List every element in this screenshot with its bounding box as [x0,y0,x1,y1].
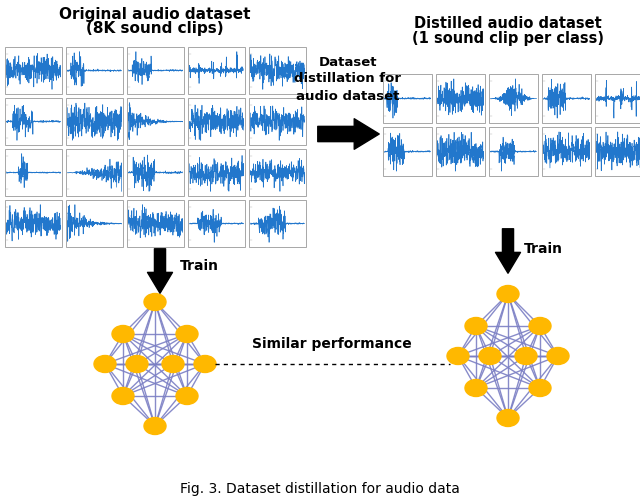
Text: Train: Train [180,259,219,273]
Bar [249,200,306,247]
Text: (8K sound clips): (8K sound clips) [86,21,224,35]
Bar [66,47,123,94]
Bar [595,127,640,176]
Bar [188,149,245,196]
Bar [249,47,306,94]
Bar [5,200,62,247]
Bar [127,200,184,247]
Ellipse shape [144,293,166,310]
Bar [489,127,538,176]
Bar [5,149,62,196]
Ellipse shape [465,318,487,335]
Text: Train: Train [524,242,563,256]
Bar [127,98,184,145]
Bar [383,74,432,123]
Ellipse shape [479,347,501,364]
Text: Original audio dataset: Original audio dataset [60,7,251,22]
Bar [5,47,62,94]
Ellipse shape [497,285,519,302]
Text: Distilled audio dataset: Distilled audio dataset [414,17,602,31]
Ellipse shape [515,347,537,364]
Bar [436,127,485,176]
Bar [127,47,184,94]
Bar [66,98,123,145]
Bar [66,149,123,196]
FancyArrowPatch shape [147,249,173,293]
Ellipse shape [112,326,134,343]
Ellipse shape [176,326,198,343]
Ellipse shape [94,355,116,372]
Ellipse shape [194,355,216,372]
Bar [542,127,591,176]
Bar [249,98,306,145]
Bar [127,149,184,196]
Ellipse shape [176,388,198,405]
Ellipse shape [547,347,569,364]
Ellipse shape [126,355,148,372]
Bar [383,127,432,176]
Ellipse shape [162,355,184,372]
Bar [66,200,123,247]
Ellipse shape [529,380,551,397]
Ellipse shape [447,347,469,364]
Ellipse shape [144,417,166,434]
Ellipse shape [112,388,134,405]
Text: Fig. 3. Dataset distillation for audio data: Fig. 3. Dataset distillation for audio d… [180,482,460,496]
Bar [595,74,640,123]
FancyArrowPatch shape [495,229,520,273]
Bar [188,200,245,247]
Bar [249,149,306,196]
Bar [5,98,62,145]
Bar [188,47,245,94]
Bar [489,74,538,123]
Text: Similar performance: Similar performance [252,337,412,351]
Ellipse shape [529,318,551,335]
Text: (1 sound clip per class): (1 sound clip per class) [412,31,604,45]
Text: Dataset
distillation for
audio dataset: Dataset distillation for audio dataset [294,55,401,102]
Bar [188,98,245,145]
Bar [542,74,591,123]
Ellipse shape [465,380,487,397]
FancyArrowPatch shape [318,119,380,149]
Ellipse shape [497,409,519,426]
Bar [436,74,485,123]
